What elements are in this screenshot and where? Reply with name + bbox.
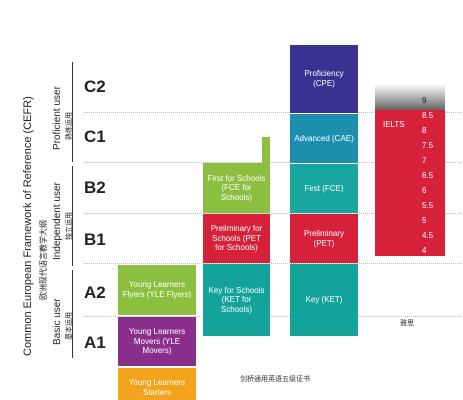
level: C1 <box>84 127 106 146</box>
ielts-score: 5 <box>422 216 427 225</box>
group-label-cn: 基本运用 <box>66 312 73 340</box>
caption: 雅思 <box>400 320 414 327</box>
exam-box: First for Schools (FCE for Schools) <box>203 163 270 213</box>
level: A1 <box>84 333 106 352</box>
caption: 剑桥通用英语五级证书 <box>240 376 310 383</box>
ielts-score: 8.5 <box>422 111 434 120</box>
divider <box>84 316 463 317</box>
level: C2 <box>84 77 106 96</box>
framework-title: Common European Framework of Reference (… <box>22 96 34 356</box>
ielts-top <box>375 84 445 110</box>
group-label: Independent user <box>52 182 63 260</box>
bracket <box>72 166 73 266</box>
exam-box: Preliminary for Schools (PET for Schools… <box>203 214 270 263</box>
divider <box>84 112 463 113</box>
group-label: Proficient user <box>52 86 63 150</box>
exam-box: First (FCE) <box>290 164 358 213</box>
group-label-cn: 熟练运用 <box>66 112 73 140</box>
level: B2 <box>84 178 106 197</box>
divider <box>84 162 463 163</box>
level: A2 <box>84 283 106 302</box>
exam-box: Young Learners Flyers (YLE Flyers) <box>118 265 196 315</box>
ielts-score: 6.5 <box>422 171 434 180</box>
framework-title-cn: 欧洲现代语言教学大纲 <box>39 220 48 300</box>
ielts-score: 8 <box>422 126 427 135</box>
group-label: Basic user <box>52 298 63 345</box>
ielts-score: 4.5 <box>422 231 434 240</box>
ielts-score: 4 <box>422 246 427 255</box>
divider <box>84 213 463 214</box>
bracket <box>72 270 73 358</box>
ielts-band <box>375 110 445 256</box>
exam-box: Preliminary (PET) <box>290 214 358 263</box>
group-label-cn: 独立运用 <box>66 212 73 240</box>
exam-box: Young Learners Starters <box>118 368 196 400</box>
exam-box: Key (KET) <box>290 264 358 336</box>
exam-box: Advanced (CAE) <box>290 114 358 163</box>
ielts-score: 5.5 <box>422 201 434 210</box>
exam-box: Proficiency (CPE) <box>290 45 358 113</box>
ielts-score: 7 <box>422 156 427 165</box>
ielts-title: IELTS <box>383 120 405 129</box>
ielts-score: 9 <box>422 96 427 105</box>
strip <box>262 137 270 163</box>
level: B1 <box>84 230 106 249</box>
exam-box: Young Learners Movers (YLE Movers) <box>118 317 196 366</box>
exam-box: Key for Schools (KET for Schools) <box>203 264 270 336</box>
ielts-score: 7.5 <box>422 141 434 150</box>
divider <box>84 263 463 264</box>
ielts-score: 6 <box>422 186 427 195</box>
bracket <box>72 62 73 162</box>
